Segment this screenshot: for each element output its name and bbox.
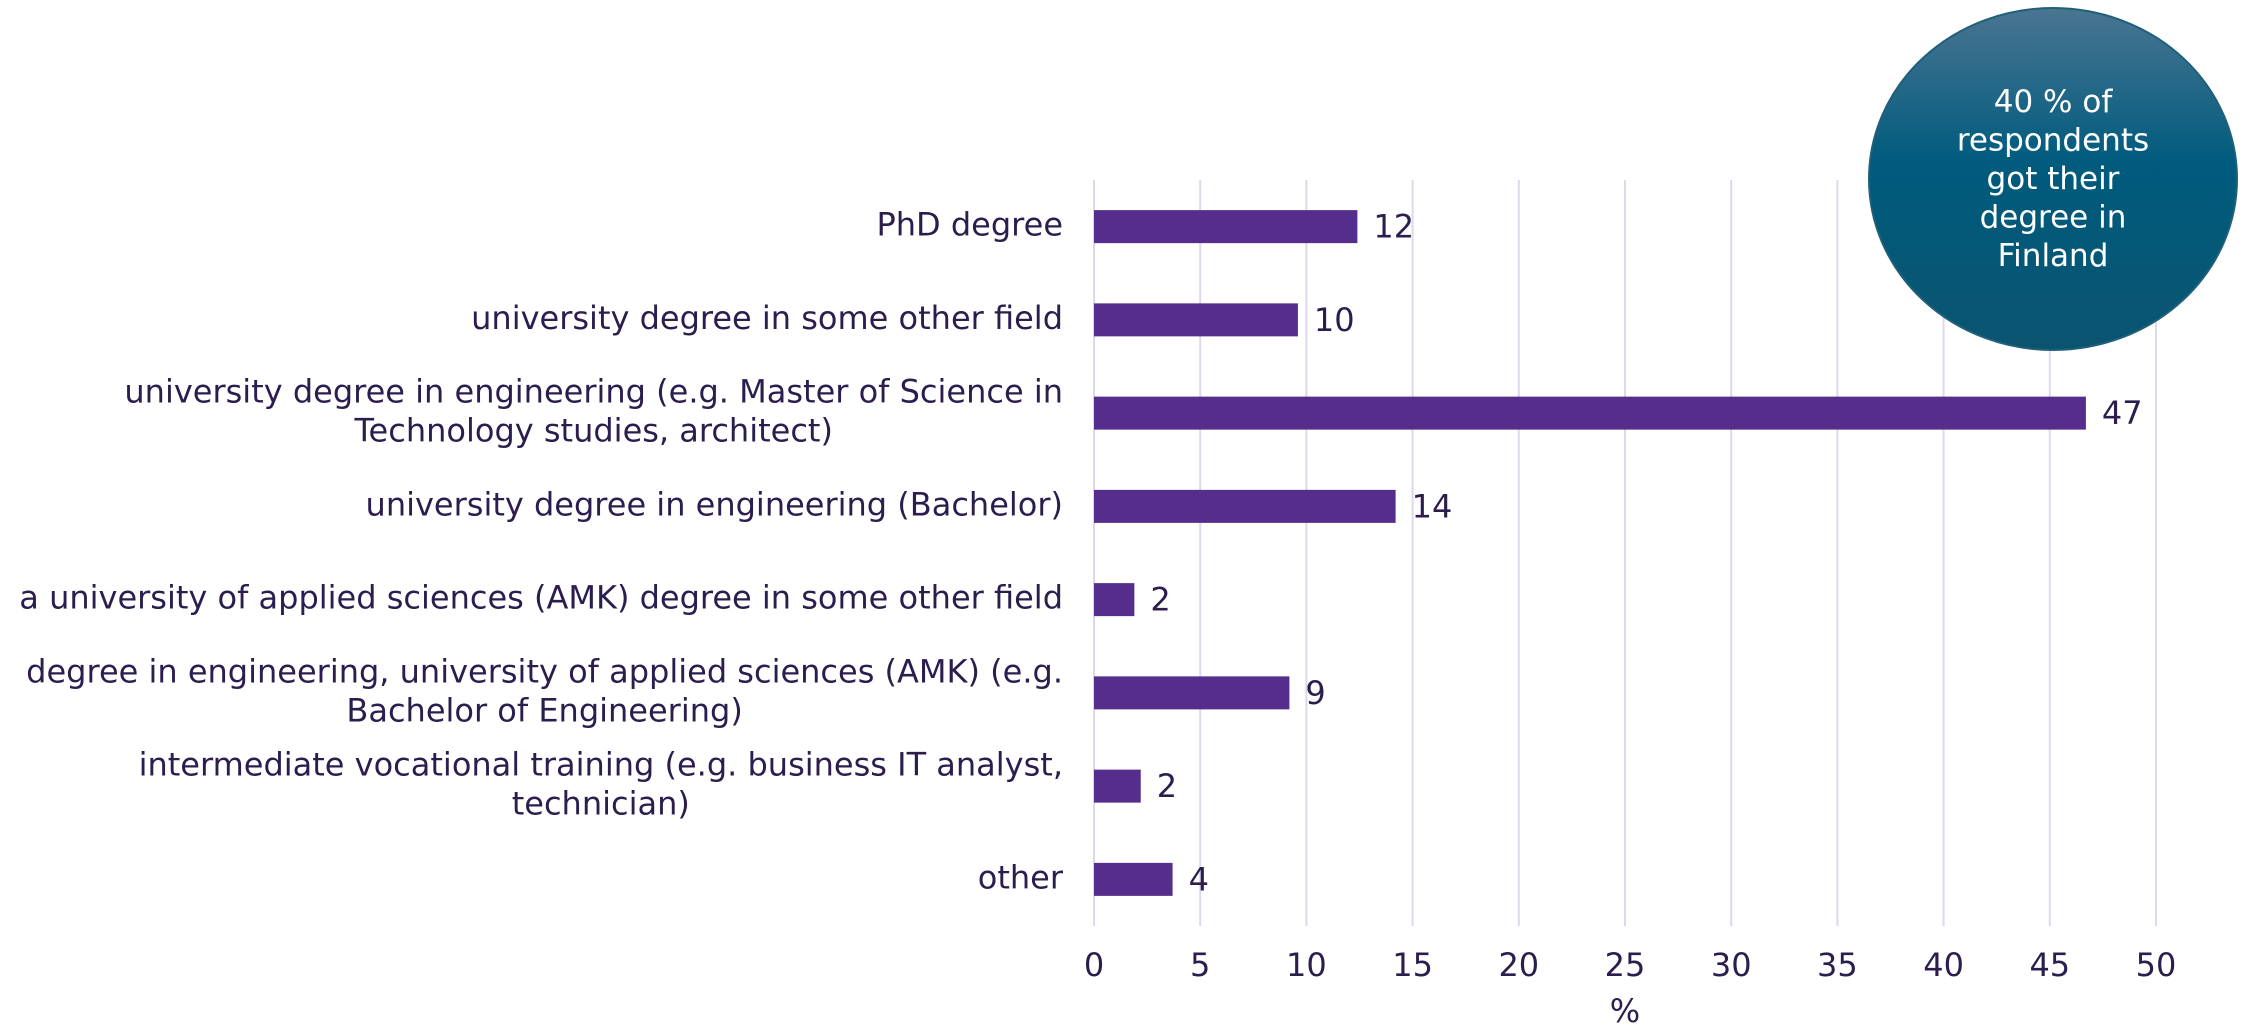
data-label: 2 xyxy=(1157,767,1177,805)
data-label: 2 xyxy=(1150,581,1170,619)
data-label: 4 xyxy=(1189,860,1209,898)
bar xyxy=(1094,862,1173,896)
x-tick-label: 0 xyxy=(1084,946,1104,984)
category-label: degree in engineering, university of app… xyxy=(26,652,1063,729)
bar xyxy=(1094,303,1298,337)
x-tick-label: 20 xyxy=(1498,946,1539,984)
category-label: a university of applied sciences (AMK) d… xyxy=(19,579,1063,617)
data-label: 14 xyxy=(1412,487,1453,525)
x-axis-title: % xyxy=(1610,992,1640,1028)
data-label: 10 xyxy=(1314,301,1355,339)
x-tick-label: 40 xyxy=(1923,946,1964,984)
x-tick-label: 30 xyxy=(1711,946,1752,984)
bar xyxy=(1094,676,1290,710)
category-label: PhD degree xyxy=(876,206,1063,244)
category-label: university degree in engineering (Bachel… xyxy=(366,485,1063,523)
x-tick-label: 50 xyxy=(2136,946,2177,984)
x-tick-label: 5 xyxy=(1190,946,1210,984)
callout-text: 40 % of respondents got their degree in Finl… xyxy=(1957,84,2149,274)
bar xyxy=(1094,396,2086,430)
bar xyxy=(1094,583,1135,617)
bar xyxy=(1094,210,1358,244)
x-tick-label: 15 xyxy=(1392,946,1433,984)
data-label: 12 xyxy=(1373,208,1414,246)
x-tick-label: 35 xyxy=(1817,946,1858,984)
x-tick-label: 45 xyxy=(2029,946,2070,984)
category-label: university degree in some other field xyxy=(471,299,1063,337)
x-tick-label: 10 xyxy=(1286,946,1327,984)
category-label: intermediate vocational training (e.g. b… xyxy=(139,746,1063,823)
callout-bubble xyxy=(1868,7,2238,351)
bar xyxy=(1094,769,1141,803)
category-label: university degree in engineering (e.g. M… xyxy=(124,373,1063,450)
bar xyxy=(1094,489,1396,523)
bars xyxy=(1094,210,2086,896)
x-tick-label: 25 xyxy=(1605,946,1646,984)
category-label: other xyxy=(978,858,1064,896)
data-label: 47 xyxy=(2102,394,2143,432)
data-label: 9 xyxy=(1305,674,1325,712)
